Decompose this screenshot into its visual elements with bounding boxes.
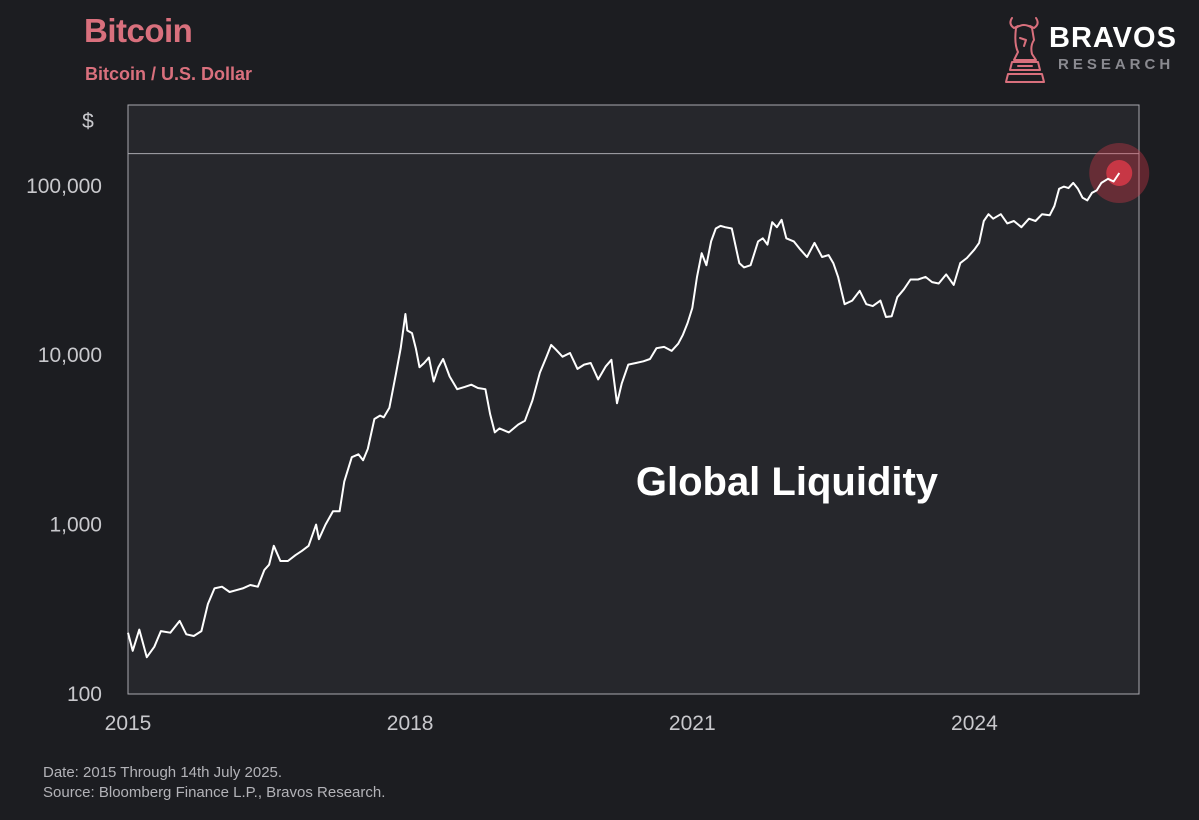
- y-tick-label: 100: [67, 683, 102, 706]
- y-tick-label: 10,000: [38, 344, 102, 367]
- price-line: [127, 172, 1121, 659]
- y-tick-label: 100,000: [26, 175, 102, 198]
- brand-sub: RESEARCH: [1058, 56, 1175, 73]
- y-tick-label: 1,000: [49, 514, 102, 537]
- x-tick-label: 2018: [387, 712, 434, 735]
- page-subtitle: Bitcoin / U.S. Dollar: [85, 64, 253, 84]
- global-liquidity-annotation: Global Liquidity: [636, 460, 939, 504]
- footer-date: Date: 2015 Through 14th July 2025.: [43, 764, 283, 781]
- brand-name: BRAVOS: [1049, 22, 1177, 54]
- x-tick-label: 2024: [951, 712, 998, 735]
- bull-knight-icon: [1005, 17, 1045, 83]
- x-tick-label: 2015: [105, 712, 152, 735]
- x-tick-label: 2021: [669, 712, 716, 735]
- page-title: Bitcoin: [84, 12, 193, 49]
- plot-area: [127, 104, 1140, 695]
- y-axis-label: $: [82, 110, 94, 133]
- footer-source: Source: Bloomberg Finance L.P., Bravos R…: [43, 784, 386, 801]
